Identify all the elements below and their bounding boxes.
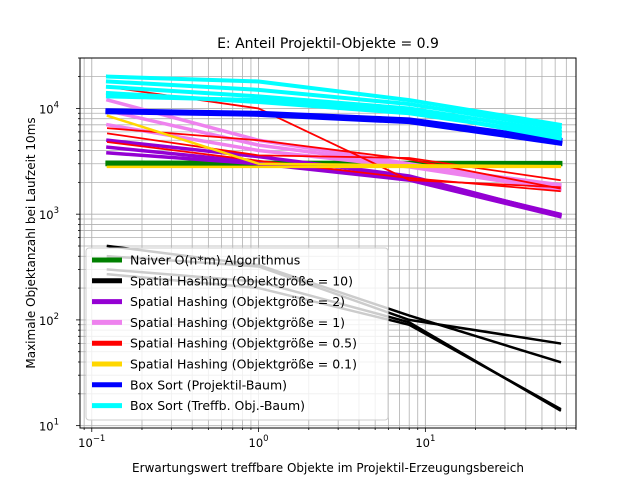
chart-title: E: Anteil Projektil-Objekte = 0.9: [217, 36, 439, 52]
series-line: [106, 132, 561, 182]
series-line: [105, 122, 562, 192]
series-line: [105, 108, 562, 187]
series-line: [105, 94, 563, 141]
legend: Naiver O(n*m) Algorithmus Spatial Hashing…: [85, 247, 389, 421]
legend-box: [85, 247, 389, 421]
legend-entry-label: Box Sort (Treffb. Obj.-Baum): [130, 398, 305, 413]
legend-entry-label: Spatial Hashing (Objektgröße = 0.5): [130, 336, 357, 351]
series-line: [105, 109, 563, 146]
legend-entry-label: Spatial Hashing (Objektgröße = 0.1): [130, 357, 357, 372]
legend-entry-label: Spatial Hashing (Objektgröße = 2): [130, 294, 345, 309]
series-7: [105, 108, 563, 146]
axis-ticks: 10−1 100 101 101 102 103 104: [39, 57, 577, 450]
x-tick-label: 101: [415, 434, 435, 450]
y-tick-label: 101: [39, 418, 59, 434]
series-line: [105, 74, 563, 128]
series-6: [106, 114, 562, 169]
y-tick-label: 103: [39, 206, 59, 222]
series-4: [105, 97, 562, 192]
series-8: [105, 74, 563, 141]
legend-entry-label: Spatial Hashing (Objektgröße = 10): [130, 273, 353, 288]
series-line: [106, 141, 561, 193]
legend-entry-label: Box Sort (Projektil-Baum): [130, 377, 287, 392]
series-line: [105, 79, 563, 131]
plot-lines: [105, 74, 563, 412]
series-line: [105, 84, 563, 135]
x-axis-label: Erwartungswert treffbare Objekte im Proj…: [132, 461, 524, 475]
legend-entry-label: Naiver O(n*m) Algorithmus: [130, 253, 300, 268]
series-line: [106, 114, 562, 168]
x-tick-label: 100: [249, 434, 269, 450]
series-line: [106, 151, 562, 219]
series-line: [106, 127, 561, 190]
y-tick-label: 102: [39, 312, 59, 328]
y-tick-label: 104: [39, 100, 59, 116]
y-axis-label: Maximale Objektanzahl bei Laufzeit 10ms: [24, 117, 38, 368]
x-tick-label: 10−1: [78, 434, 105, 450]
plot-frame: [79, 57, 577, 429]
legend-entry-label: Spatial Hashing (Objektgröße = 1): [130, 315, 345, 330]
